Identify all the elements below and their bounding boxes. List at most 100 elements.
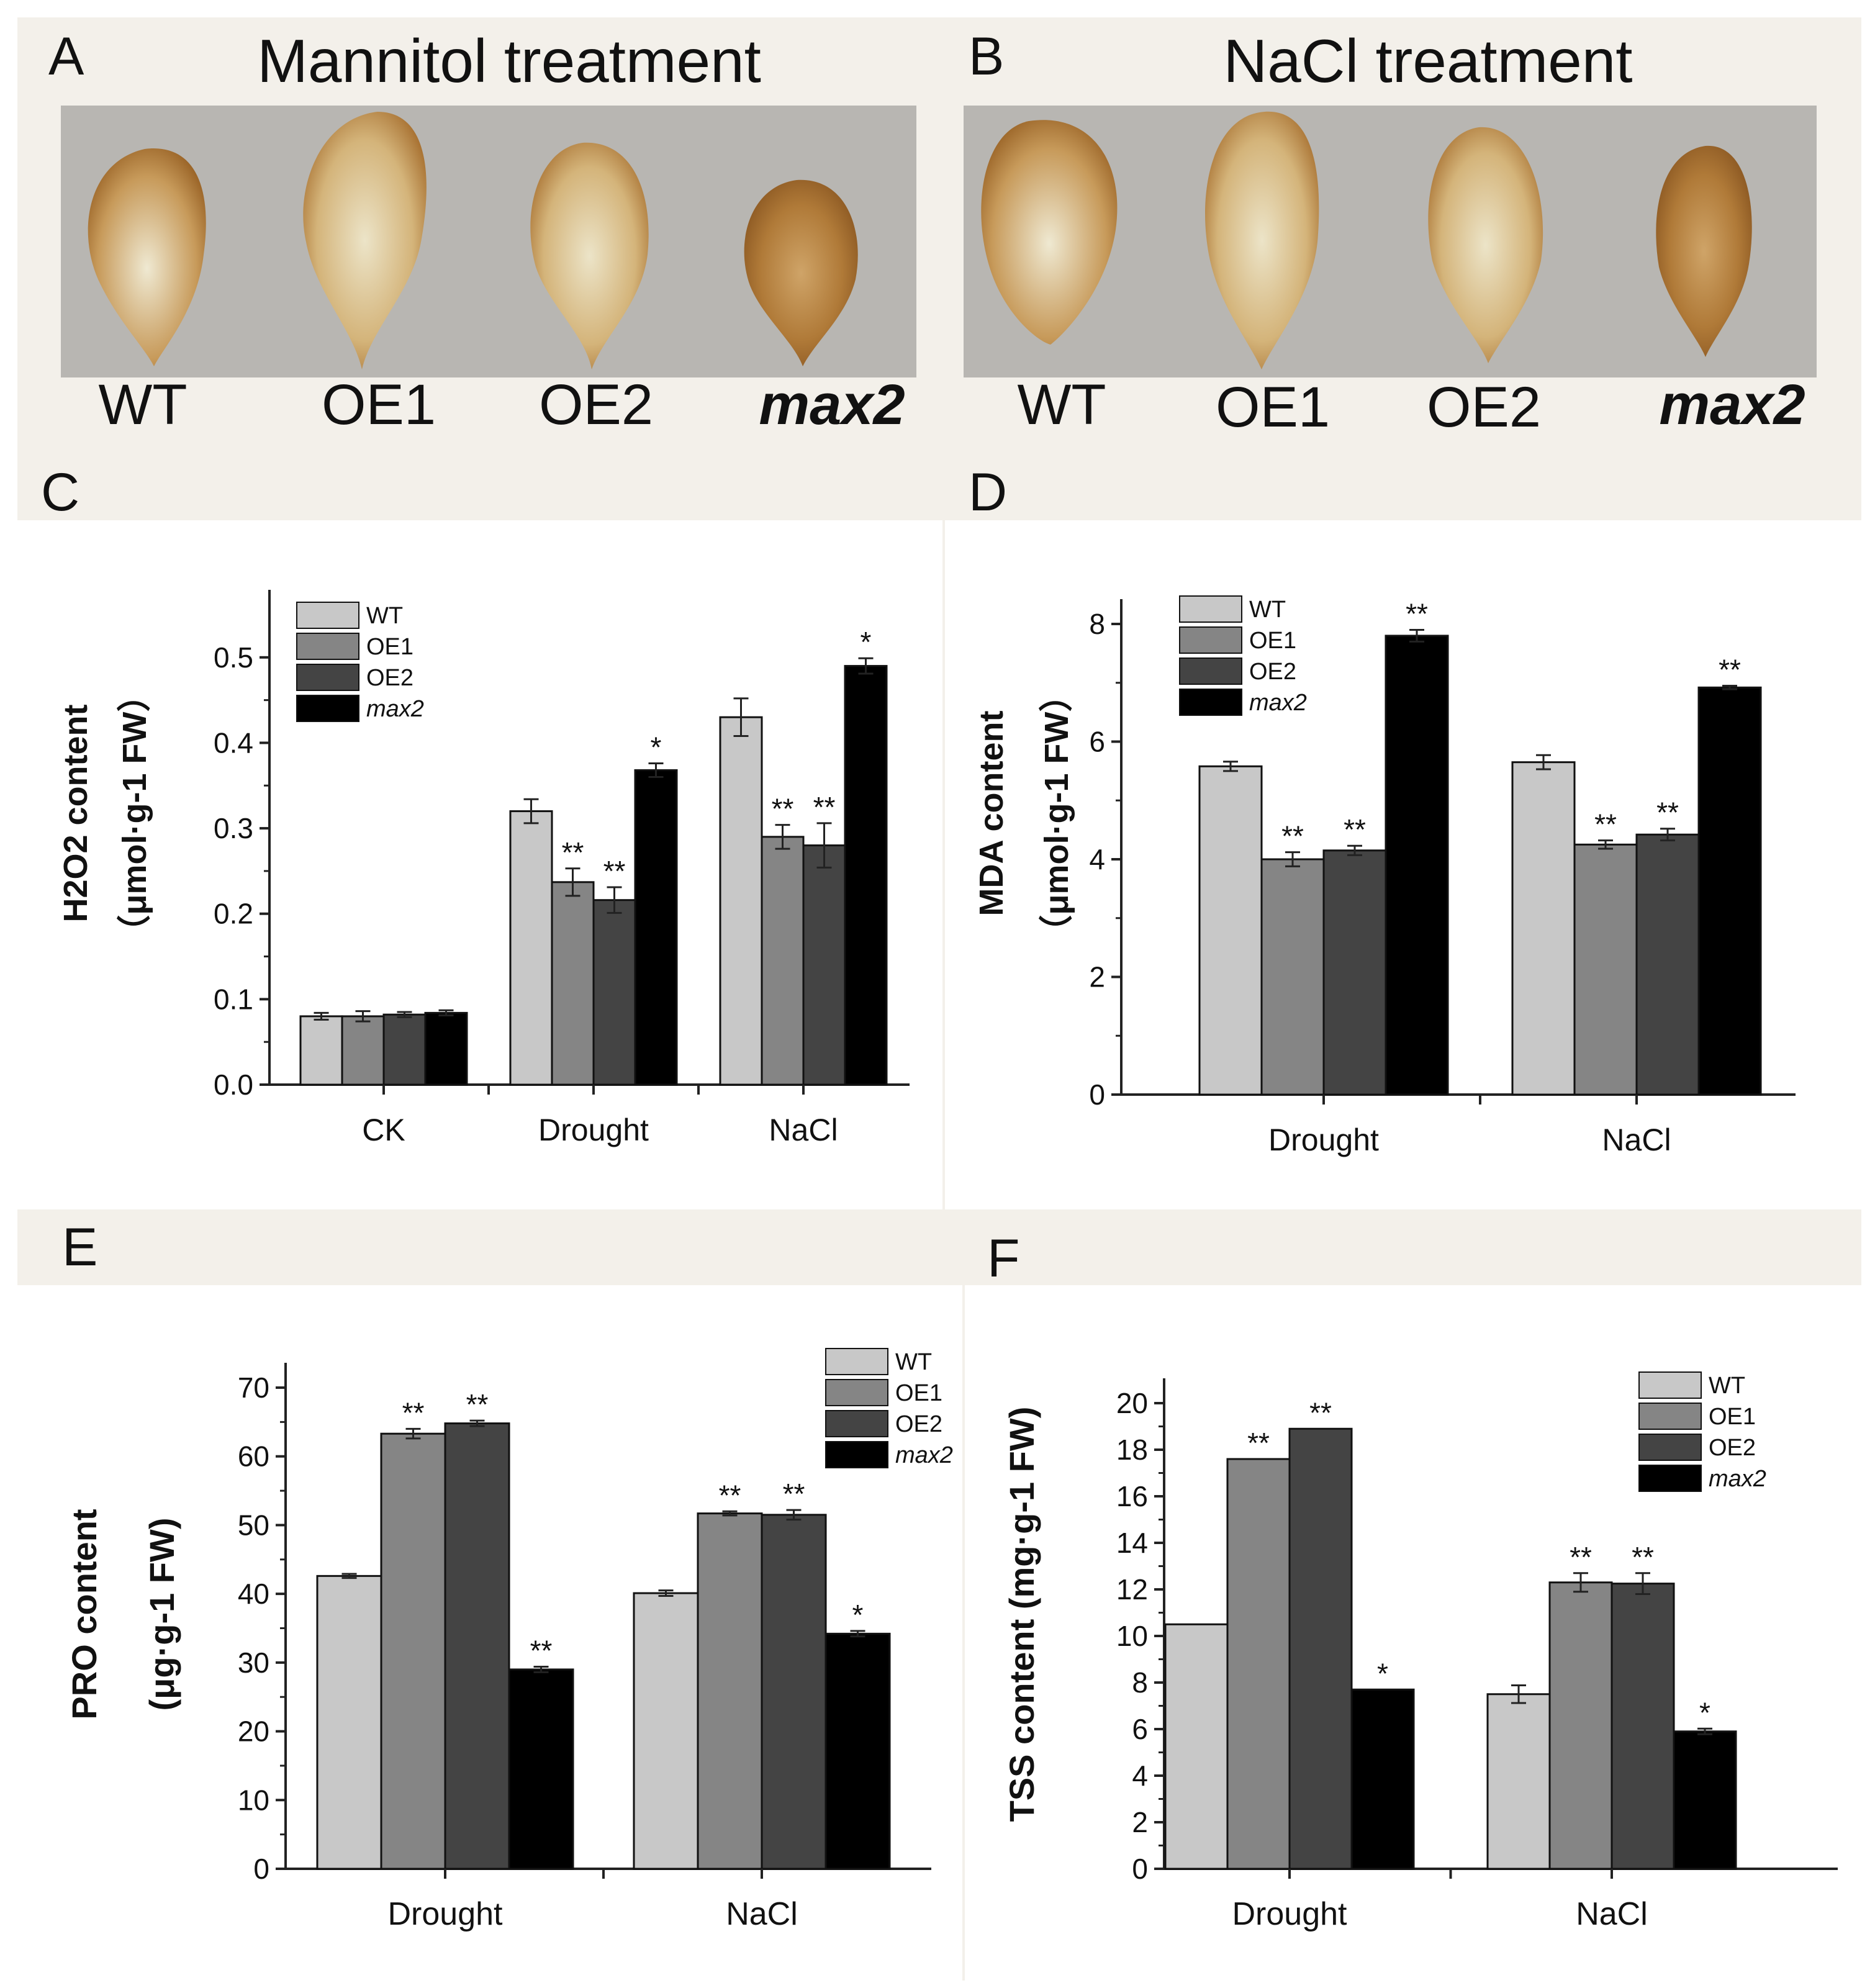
y-tick-label: 16: [1116, 1480, 1148, 1512]
bar-wt-nacl: [1511, 761, 1576, 1096]
y-tick-label: 8: [1089, 608, 1105, 640]
legend-label-oe2: OE2: [1249, 659, 1296, 685]
bar-oe1-ck: [341, 1015, 385, 1086]
y-tick-label: 8: [1132, 1666, 1148, 1699]
bar-oe2-ck: [382, 1013, 427, 1086]
y-tick-label: 18: [1116, 1434, 1148, 1466]
panel-a-photo: [61, 106, 916, 377]
significance-mark: **: [530, 1635, 553, 1667]
legend-label-oe1: OE1: [1249, 628, 1296, 654]
leaf-oe1: [303, 112, 427, 369]
y-tick-label: 12: [1116, 1573, 1148, 1606]
legend-swatch-oe2: [1638, 1434, 1702, 1461]
legend-swatch-max2: [1179, 689, 1242, 716]
legend-swatch-max2: [825, 1441, 888, 1468]
significance-mark: **: [603, 855, 626, 887]
y-tick-label: 0.2: [214, 898, 253, 930]
y-tick-label: 10: [1116, 1620, 1148, 1652]
bar-oe1-nacl: [1548, 1581, 1613, 1870]
bar-max2-drought: [1350, 1688, 1415, 1870]
significance-mark: *: [651, 731, 662, 763]
y-tick-label: 0.3: [214, 812, 253, 844]
significance-mark: **: [1281, 820, 1304, 852]
bar-oe1-nacl: [1573, 843, 1638, 1096]
leaf-label-max2: max2: [1659, 373, 1805, 436]
legend-swatch-oe1: [296, 633, 359, 660]
significance-mark: **: [719, 1479, 741, 1511]
legend-label-max2: max2: [366, 696, 424, 722]
significance-mark: **: [402, 1396, 425, 1429]
y-tick-label: 0.1: [214, 983, 253, 1015]
bar-max2-nacl: [825, 1632, 891, 1870]
bar-max2-nacl: [1673, 1730, 1737, 1870]
legend-label-max2: max2: [895, 1442, 953, 1468]
x-tick-label: NaCl: [1602, 1123, 1671, 1157]
panel-b-leaves: [981, 111, 1752, 369]
bar-oe2-nacl: [802, 844, 846, 1086]
legend-swatch-oe1: [1179, 626, 1242, 654]
leaf-max2: [1656, 145, 1752, 357]
bar-oe1-nacl: [697, 1512, 763, 1870]
panel-letter-c: C: [41, 463, 80, 522]
panel-letter-e: E: [62, 1218, 98, 1277]
legend-label-oe2: OE2: [1709, 1435, 1756, 1461]
bar-oe2-nacl: [761, 1514, 827, 1870]
bottom-letter-band: [17, 1209, 1861, 1285]
significance-mark: **: [1570, 1541, 1592, 1573]
x-tick-label: NaCl: [726, 1896, 798, 1932]
y-tick-label: 70: [238, 1371, 269, 1404]
legend-label-wt: WT: [1249, 597, 1286, 623]
panel-letter-b: B: [969, 27, 1005, 86]
significance-mark: **: [1344, 813, 1366, 846]
bar-wt-drought: [316, 1575, 382, 1870]
y-tick-label: 50: [238, 1509, 269, 1541]
leaf-label-oe1: OE1: [321, 373, 436, 436]
y-tick-label: 20: [238, 1715, 269, 1748]
legend-label-oe1: OE1: [366, 634, 413, 660]
y-tick-label: 10: [238, 1784, 269, 1816]
x-tick-label: NaCl: [1576, 1896, 1648, 1932]
panel-letter-a: A: [48, 27, 84, 86]
vertical-divider-bottom: [962, 1285, 965, 1981]
significance-mark: **: [1309, 1396, 1332, 1429]
x-tick-label: NaCl: [769, 1113, 838, 1147]
panel-a-leaves: [88, 112, 858, 369]
panel-a-title: Mannitol treatment: [257, 27, 761, 95]
bar-wt-ck: [299, 1015, 343, 1086]
bar-oe1-nacl: [761, 836, 805, 1086]
chart-c-group: 0.00.10.20.30.40.5CK*****Drought** ***NaC…: [57, 590, 910, 1147]
leaf-max2: [744, 179, 858, 366]
legend-swatch-oe1: [1638, 1403, 1702, 1430]
significance-mark: **: [466, 1388, 489, 1421]
y-tick-label: 0.4: [214, 726, 253, 759]
legend-swatch-max2: [1638, 1465, 1702, 1492]
y-axis-unit-label: （μmol·g-1 FW）: [116, 679, 153, 949]
x-tick-label: Drought: [388, 1896, 504, 1932]
y-tick-label: 4: [1089, 843, 1105, 875]
bar-oe2-drought: [1322, 849, 1387, 1096]
y-tick-label: 60: [238, 1440, 269, 1473]
bar-oe2-drought: [1288, 1427, 1353, 1870]
significance-mark: *: [1377, 1657, 1388, 1689]
significance-mark: **: [1656, 797, 1679, 829]
bar-oe2-nacl: [1611, 1583, 1675, 1870]
y-tick-label: 0.0: [214, 1069, 253, 1101]
panel-letter-f: F: [987, 1229, 1020, 1288]
significance-mark: *: [861, 626, 872, 658]
x-tick-label: Drought: [1268, 1123, 1379, 1157]
x-tick-label: Drought: [1232, 1896, 1348, 1932]
legend-label-wt: WT: [895, 1349, 932, 1375]
legend-label-max2: max2: [1709, 1466, 1766, 1492]
significance-mark: **: [1247, 1427, 1270, 1459]
legend-swatch-oe2: [296, 664, 359, 691]
bar-oe1-drought: [1226, 1458, 1291, 1870]
legend-label-oe1: OE1: [895, 1380, 942, 1406]
leaf-wt: [88, 148, 206, 367]
y-tick-label: 20: [1116, 1387, 1148, 1419]
y-tick-label: 2: [1132, 1806, 1148, 1838]
legend-label-oe2: OE2: [366, 665, 413, 691]
x-tick-label: Drought: [538, 1113, 649, 1147]
